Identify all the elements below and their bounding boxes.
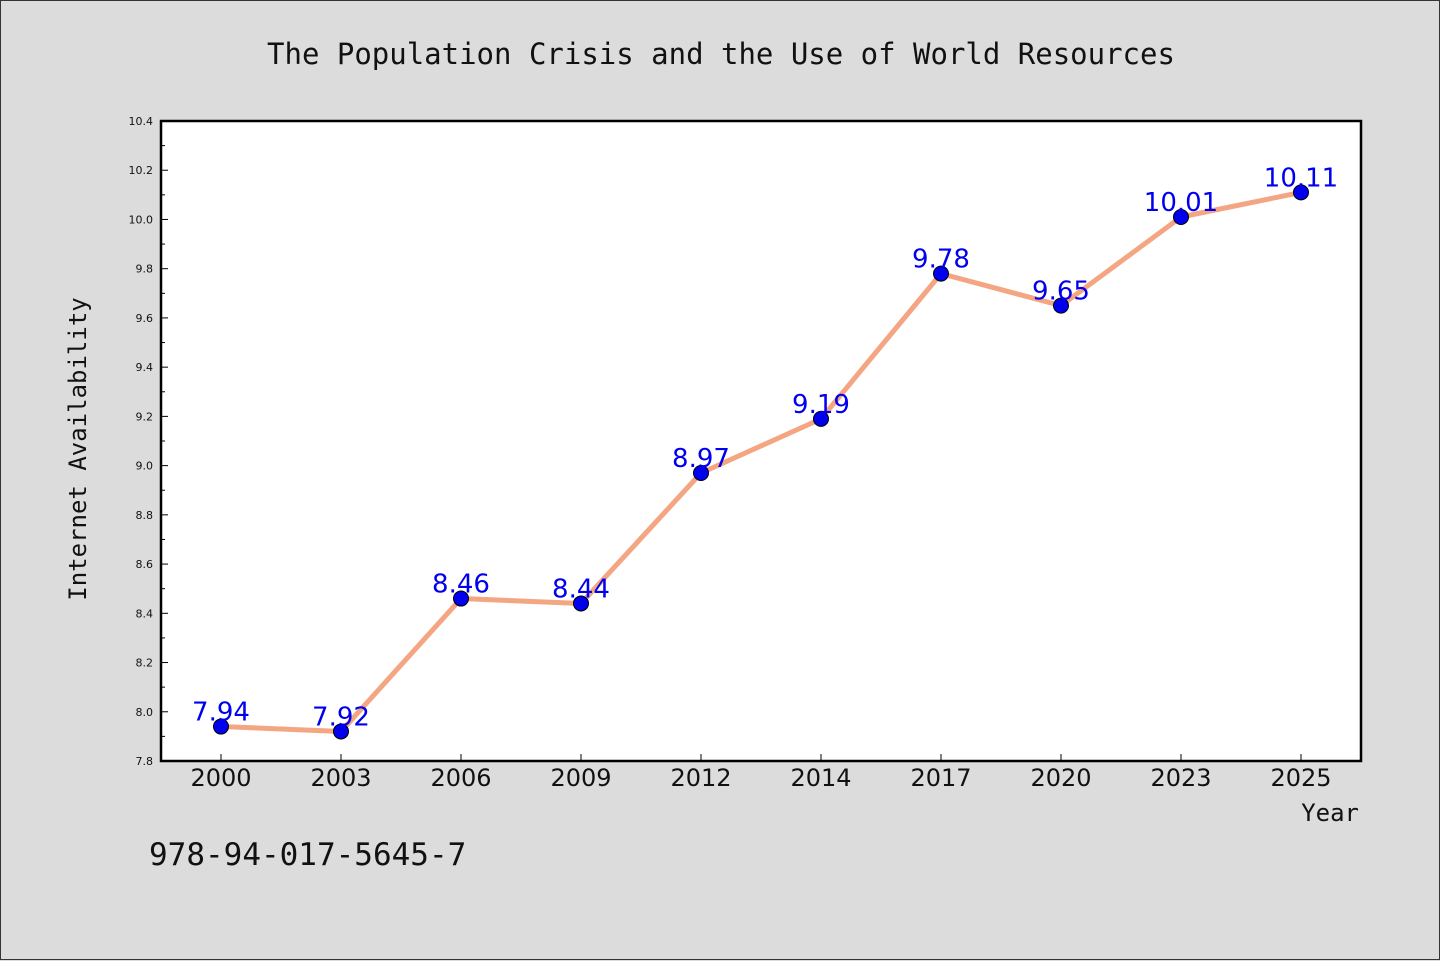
y-tick-label: 8.4	[136, 607, 154, 620]
series-line	[218, 189, 1304, 734]
data-label: 9.78	[912, 245, 970, 275]
y-tick-label: 9.8	[136, 263, 154, 276]
data-label: 7.92	[312, 702, 370, 732]
y-axis-title: Internet Availability	[64, 297, 92, 600]
data-point	[573, 595, 589, 612]
x-tick-label: 2012	[670, 764, 731, 792]
data-label: 10.11	[1264, 163, 1338, 193]
data-label: 8.46	[432, 570, 490, 600]
y-tick-label: 8.8	[136, 509, 154, 522]
data-label: 8.44	[552, 574, 610, 604]
data-point	[813, 410, 829, 427]
y-tick-label: 9.2	[136, 410, 154, 423]
data-point	[693, 465, 709, 481]
y-tick-label: 10.0	[129, 213, 154, 226]
data-label: 7.94	[192, 698, 250, 728]
data-point	[1293, 184, 1309, 201]
plot-area	[161, 121, 1361, 761]
data-point	[213, 718, 229, 735]
x-tick-label: 2000	[190, 764, 251, 792]
y-axis: 7.8 8.0 8.2 8.4 8.6 8.8 9.0 9.2 9.4 9.6 9.8 10.0 10.…	[129, 115, 168, 768]
y-tick-label: 9.0	[136, 460, 154, 473]
data-label: 9.19	[792, 390, 850, 420]
y-tick-label: 9.4	[136, 361, 154, 374]
y-tick-label: 7.8	[136, 755, 154, 768]
series-line-group	[218, 189, 1304, 734]
data-label: 10.01	[1144, 188, 1218, 218]
data-point	[333, 723, 349, 740]
x-tick-label: 2020	[1030, 764, 1091, 792]
data-labels-group: 7.94 7.92 8.46 8.44 8.97 9.19 9.78 9.65 10.01 10.…	[192, 163, 1338, 732]
x-tick-label: 2003	[310, 764, 371, 792]
x-tick-label: 2017	[910, 764, 971, 792]
y-tick-label: 9.6	[136, 312, 154, 325]
x-axis: 2000 2003 2006 2009 2012 2014 2017 2020 2023 2025	[190, 754, 1332, 792]
y-tick-label: 10.4	[129, 115, 154, 128]
chart-title: The Population Crisis and the Use of Wor…	[267, 37, 1175, 71]
x-tick-label: 2014	[790, 764, 851, 792]
data-point	[933, 265, 949, 282]
data-label: 8.97	[672, 444, 730, 474]
data-point	[453, 590, 469, 607]
data-label: 9.65	[1032, 277, 1090, 307]
data-point	[1053, 297, 1069, 314]
y-tick-label: 10.2	[129, 164, 154, 177]
x-tick-label: 2006	[430, 764, 491, 792]
isbn-text: 978-94-017-5645-7	[149, 837, 466, 873]
x-tick-label: 2023	[1150, 764, 1211, 792]
x-tick-label: 2025	[1270, 764, 1331, 792]
y-tick-label: 8.6	[136, 558, 154, 571]
y-tick-label: 8.0	[136, 706, 154, 719]
y-tick-label: 8.2	[136, 657, 154, 670]
markers-group	[213, 184, 1309, 740]
data-point	[1173, 209, 1189, 225]
plot-border	[159, 119, 1363, 763]
x-tick-label: 2009	[550, 764, 611, 792]
x-axis-title: Year	[1301, 799, 1359, 827]
